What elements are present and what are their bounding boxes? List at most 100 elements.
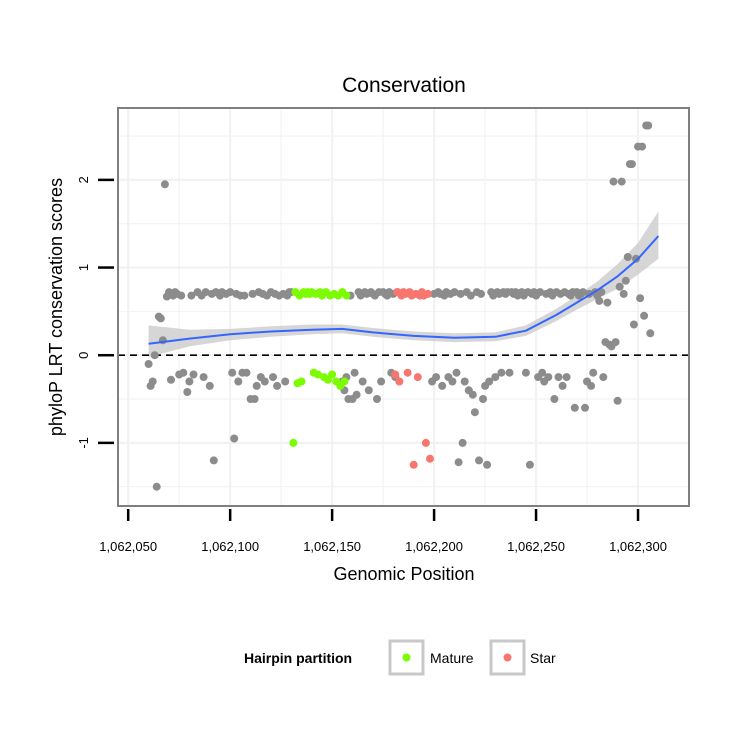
smooth-confidence-ribbon	[148, 211, 659, 357]
point-other	[438, 381, 447, 390]
y-tick-label: -1	[76, 437, 91, 449]
point-other	[189, 370, 198, 379]
point-other	[636, 294, 645, 303]
y-tick-label: 1	[76, 264, 91, 271]
legend: Hairpin partition Mature Star	[244, 639, 556, 676]
y-tick-label: 2	[76, 176, 91, 183]
point-other	[458, 438, 467, 447]
point-other	[452, 368, 461, 377]
point-other	[199, 373, 208, 382]
point-star	[409, 460, 418, 469]
legend-entry-star: Star	[489, 639, 556, 676]
point-other	[373, 395, 381, 403]
point-other	[644, 121, 653, 130]
data-points	[144, 121, 655, 491]
legend-entry-mature: Mature	[388, 639, 474, 676]
point-other	[550, 395, 559, 403]
point-other	[619, 289, 628, 298]
point-other	[525, 460, 534, 469]
point-other	[205, 381, 214, 390]
point-other	[456, 289, 465, 298]
chart-title: Conservation	[342, 74, 466, 97]
point-other	[497, 368, 506, 377]
point-other	[201, 288, 210, 297]
legend-swatch-mature	[402, 653, 411, 662]
point-other	[152, 482, 161, 491]
point-other	[627, 160, 636, 169]
point-other	[377, 377, 386, 386]
y-axis-title: phyloP LRT conservation scores	[46, 178, 66, 436]
point-other	[611, 338, 620, 347]
point-other	[460, 377, 469, 386]
point-other	[521, 368, 530, 377]
point-other	[646, 329, 655, 338]
x-axis-title: Genomic Position	[333, 564, 474, 584]
point-other	[273, 381, 282, 390]
point-other	[475, 456, 483, 465]
x-tick-label: 1,062,300	[609, 539, 667, 554]
point-other	[234, 377, 243, 386]
point-other	[581, 403, 589, 412]
point-other	[617, 177, 626, 186]
point-other	[597, 288, 606, 297]
point-mature	[340, 377, 349, 386]
x-tick-label: 1,062,150	[303, 539, 361, 554]
point-other	[491, 373, 500, 382]
point-other	[544, 373, 553, 382]
point-other	[609, 177, 618, 186]
point-other	[364, 386, 373, 395]
point-other	[595, 296, 604, 305]
series-other	[144, 121, 655, 491]
point-other	[209, 456, 218, 465]
point-star	[391, 370, 400, 379]
point-other	[466, 291, 475, 300]
point-other	[350, 368, 359, 377]
point-other	[621, 276, 630, 285]
point-other	[483, 460, 492, 469]
point-other	[536, 288, 545, 297]
point-star	[424, 289, 432, 298]
point-other	[183, 388, 192, 396]
point-other	[230, 434, 239, 443]
point-other	[358, 377, 367, 386]
series-mature	[289, 288, 351, 447]
point-other	[479, 395, 487, 403]
point-other	[570, 403, 579, 412]
point-other	[185, 377, 194, 386]
point-other	[603, 298, 612, 307]
point-other	[623, 253, 632, 261]
x-tick-label: 1,062,250	[507, 539, 565, 554]
point-other	[589, 368, 598, 377]
point-mature	[289, 438, 298, 447]
x-tick-label: 1,062,200	[405, 539, 463, 554]
point-other	[269, 373, 277, 382]
point-other	[485, 377, 494, 386]
point-other	[226, 288, 235, 297]
plot-panel	[117, 107, 690, 507]
point-mature	[342, 291, 351, 300]
point-other	[144, 360, 153, 368]
point-other	[240, 291, 249, 300]
point-other	[632, 254, 640, 263]
point-other	[432, 373, 441, 382]
point-other	[160, 180, 169, 189]
point-other	[587, 381, 596, 390]
point-other	[599, 373, 608, 382]
point-other	[167, 375, 175, 384]
point-other	[242, 368, 251, 377]
point-other	[252, 381, 261, 390]
point-other	[613, 396, 622, 405]
point-other	[470, 408, 479, 417]
point-other	[352, 390, 361, 399]
point-star	[395, 377, 404, 386]
point-other	[640, 311, 649, 320]
point-other	[615, 282, 624, 291]
point-mature	[313, 370, 322, 379]
legend-label-mature: Mature	[430, 650, 474, 666]
point-other	[450, 288, 459, 297]
point-other	[505, 368, 514, 377]
point-star	[403, 368, 412, 377]
gridlines	[118, 108, 689, 506]
point-other	[150, 351, 159, 360]
point-star	[413, 373, 422, 382]
